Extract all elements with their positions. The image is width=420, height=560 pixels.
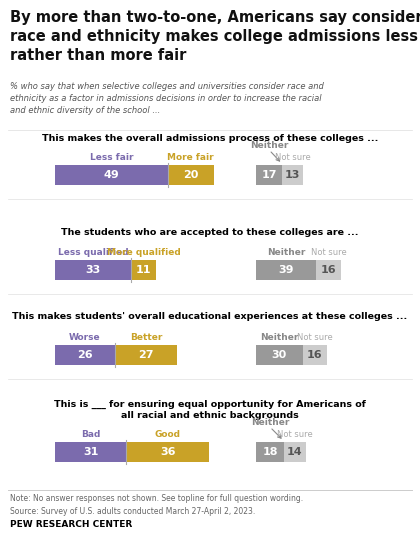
Bar [168, 165, 214, 185]
Bar [55, 442, 126, 462]
Text: 33: 33 [85, 265, 100, 275]
Bar [316, 260, 341, 280]
Text: Worse: Worse [69, 333, 101, 342]
Text: Less qualified: Less qualified [58, 248, 128, 257]
Text: 20: 20 [183, 170, 198, 180]
Text: 39: 39 [278, 265, 294, 275]
Text: 30: 30 [272, 350, 287, 360]
Text: Not sure: Not sure [297, 333, 333, 342]
Text: Neither: Neither [260, 333, 299, 342]
Text: 14: 14 [287, 447, 302, 457]
Text: Better: Better [130, 333, 162, 342]
Bar [256, 345, 302, 365]
Text: Note: No answer responses not shown. See topline for full question wording.
Sour: Note: No answer responses not shown. See… [10, 494, 303, 516]
Text: Bad: Bad [81, 430, 100, 439]
Text: By more than two-to-one, Americans say considering
race and ethnicity makes coll: By more than two-to-one, Americans say c… [10, 10, 420, 63]
Bar [284, 442, 306, 462]
Bar [256, 442, 284, 462]
Text: This makes the overall admissions process of these colleges ...: This makes the overall admissions proces… [42, 134, 378, 143]
Bar [131, 260, 156, 280]
Bar [55, 165, 168, 185]
Text: This is ___ for ensuring equal opportunity for Americans of
all racial and ethni: This is ___ for ensuring equal opportuni… [54, 400, 366, 420]
Text: 13: 13 [285, 170, 300, 180]
Text: More fair: More fair [168, 153, 214, 162]
Text: 36: 36 [160, 447, 176, 457]
Text: 26: 26 [77, 350, 93, 360]
Text: Neither: Neither [267, 248, 305, 257]
Text: Neither: Neither [251, 418, 289, 427]
Bar [256, 165, 282, 185]
Text: 49: 49 [103, 170, 119, 180]
Text: More qualified: More qualified [107, 248, 181, 257]
Text: 18: 18 [262, 447, 278, 457]
Bar [126, 442, 209, 462]
Text: Not sure: Not sure [277, 430, 312, 439]
Text: Not sure: Not sure [275, 153, 310, 162]
Bar [282, 165, 302, 185]
Bar [302, 345, 327, 365]
Bar [55, 345, 115, 365]
Text: Less fair: Less fair [89, 153, 133, 162]
Text: This makes students' overall educational experiences at these colleges ...: This makes students' overall educational… [12, 312, 408, 321]
Text: Neither: Neither [250, 141, 289, 150]
Text: The students who are accepted to these colleges are ...: The students who are accepted to these c… [61, 228, 359, 237]
Text: 16: 16 [321, 265, 337, 275]
Text: Not sure: Not sure [311, 248, 347, 257]
Text: 11: 11 [136, 265, 151, 275]
Text: 16: 16 [307, 350, 323, 360]
Text: % who say that when selective colleges and universities consider race and
ethnic: % who say that when selective colleges a… [10, 82, 324, 115]
Bar [55, 260, 131, 280]
Text: 27: 27 [138, 350, 154, 360]
Text: PEW RESEARCH CENTER: PEW RESEARCH CENTER [10, 520, 132, 529]
Text: 31: 31 [83, 447, 98, 457]
Bar [256, 260, 316, 280]
Text: Good: Good [155, 430, 181, 439]
Text: 17: 17 [261, 170, 277, 180]
Bar [115, 345, 177, 365]
